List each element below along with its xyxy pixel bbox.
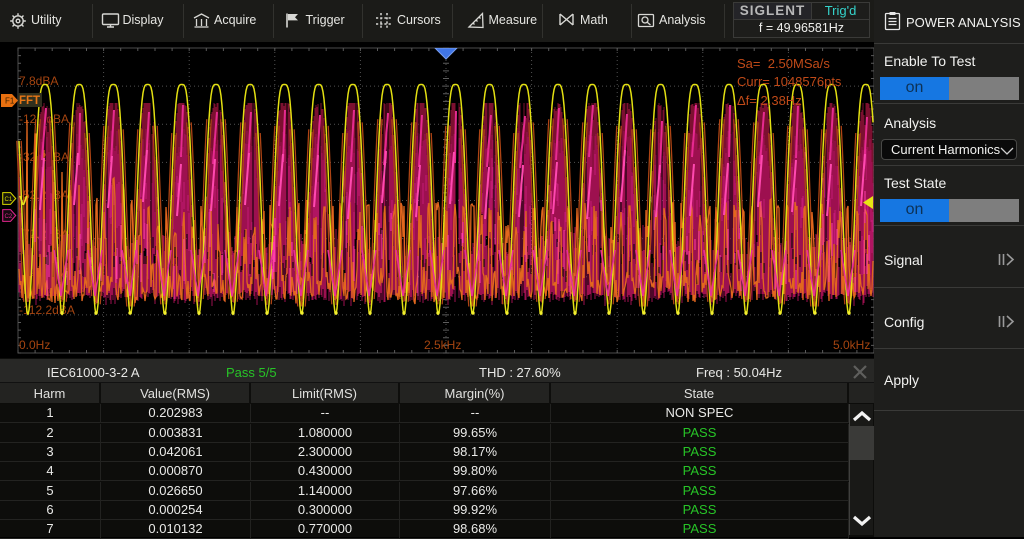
svg-text:C1: C1 bbox=[5, 197, 13, 203]
svg-text:C2: C2 bbox=[5, 214, 13, 220]
svg-text:F1: F1 bbox=[5, 97, 15, 106]
